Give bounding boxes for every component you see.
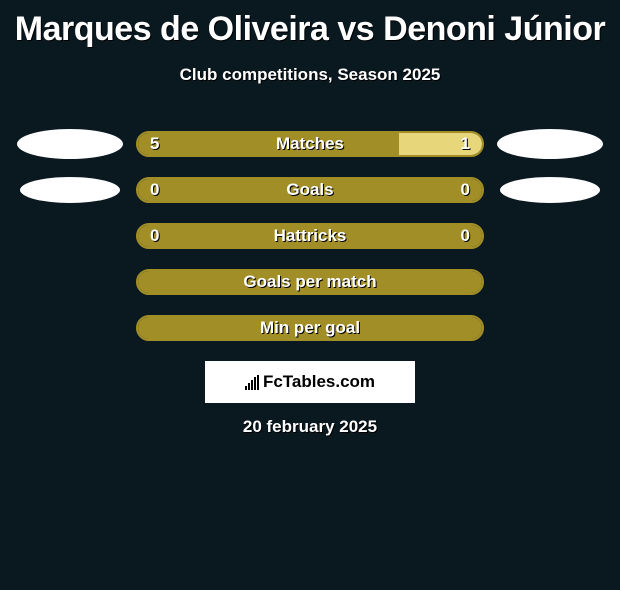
stat-row-goals: 0 Goals 0 [10,177,610,203]
stat-row-hattricks: 0 Hattricks 0 [10,223,610,249]
stat-label: Hattricks [274,226,347,246]
stat-row-min-per-goal: Min per goal [10,315,610,341]
stat-label: Goals [286,180,333,200]
branding-text: FcTables.com [263,372,375,392]
avatar-slot-right [490,177,610,203]
stat-label: Matches [276,134,344,154]
player-avatar-left [20,177,120,203]
stat-value-right: 0 [461,180,470,200]
comparison-chart: 5 Matches 1 0 Goals 0 0 Hattricks 0 [0,131,620,341]
stat-value-right: 0 [461,226,470,246]
stat-bar: Goals per match [136,269,484,295]
bar-segment-left [138,133,399,155]
stat-bar: Min per goal [136,315,484,341]
date-label: 20 february 2025 [0,417,620,437]
stat-row-goals-per-match: Goals per match [10,269,610,295]
stat-label: Goals per match [243,272,376,292]
stat-label: Min per goal [260,318,360,338]
player-avatar-left [17,129,123,159]
page-title: Marques de Oliveira vs Denoni Júnior [0,10,620,49]
avatar-slot-left [10,177,130,203]
stat-value-left: 5 [150,134,159,154]
avatar-slot-right [490,129,610,159]
stat-value-right: 1 [461,134,470,154]
stat-value-left: 0 [150,180,159,200]
player-avatar-right [497,129,603,159]
player-avatar-right [500,177,600,203]
avatar-slot-left [10,129,130,159]
branding-badge: FcTables.com [205,361,415,403]
stat-bar: 5 Matches 1 [136,131,484,157]
stat-bar: 0 Goals 0 [136,177,484,203]
bars-icon [245,375,259,390]
stat-bar: 0 Hattricks 0 [136,223,484,249]
subtitle: Club competitions, Season 2025 [0,65,620,85]
stat-row-matches: 5 Matches 1 [10,131,610,157]
stat-value-left: 0 [150,226,159,246]
